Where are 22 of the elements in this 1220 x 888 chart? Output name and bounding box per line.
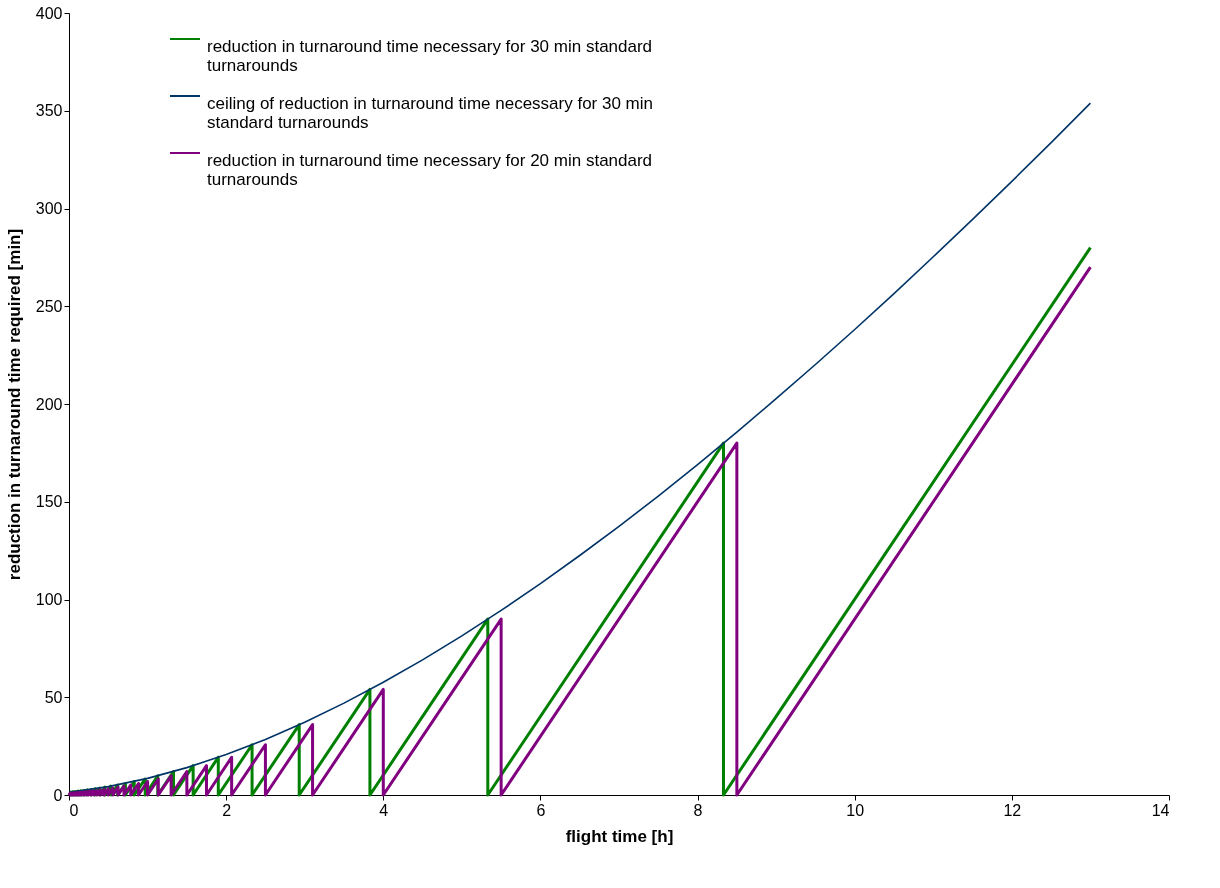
y-tick-label: 350 [35,102,63,120]
y-tick-label: 100 [35,591,63,608]
y-tick-label: 50 [44,688,63,706]
legend-label: reduction in turnaround time necessary for 30 min standard turnarounds [207,37,653,75]
y-tick-label: 0 [53,786,63,804]
x-axis-title: flight time [h] [565,826,674,846]
y-tick-label: 200 [35,395,63,413]
y-tick-label: 400 [35,4,63,22]
x-tick-label: 14 [1151,801,1170,819]
x-tick-label: 10 [846,801,865,819]
x-tick-label: 4 [379,801,389,819]
y-tick-label: 300 [35,200,63,217]
x-tick-label: 12 [1003,801,1022,819]
legend-label: ceiling of reduction in turnaround time necessary for 30 min standard turnarounds [207,94,654,132]
legend-label: reduction in turnaround time necessary for 20 min standard turnarounds [207,151,653,189]
y-axis-title: reduction in turnaround time required [min] [4,228,24,581]
y-tick-label: 250 [35,297,63,315]
x-tick-label: 8 [693,801,703,819]
x-tick-label: 0 [69,801,79,819]
y-tick-label: 150 [35,493,63,511]
x-tick-label: 2 [222,801,232,819]
x-tick-label: 6 [536,801,546,819]
